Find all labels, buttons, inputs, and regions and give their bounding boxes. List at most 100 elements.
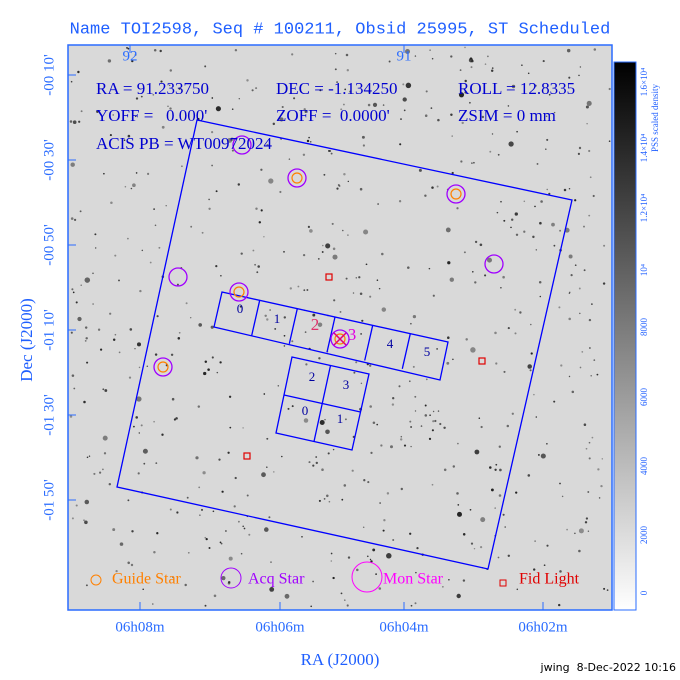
star [434,419,437,423]
zoff-text: ZOFF = 0.0000' [276,106,390,125]
star [70,80,73,83]
star [342,103,345,106]
star [597,468,600,471]
star [127,134,131,138]
star [165,204,167,207]
star [502,275,505,279]
star [224,530,227,532]
star [463,251,466,254]
star [266,318,269,321]
star [301,536,303,538]
star [114,254,117,257]
star [317,322,323,327]
star [198,486,201,489]
star [211,356,214,359]
star [220,275,222,277]
star [73,387,76,390]
star [255,87,258,90]
star [537,453,540,456]
star [361,319,364,322]
star [240,552,243,555]
legend-fid: Fid Light [519,571,580,588]
star [173,418,176,421]
guide-stars [157,172,462,373]
star [263,393,266,395]
star [369,405,372,408]
star [153,550,156,554]
star [470,66,473,69]
star [159,49,162,53]
star [129,328,133,331]
star [495,362,498,365]
star [598,497,601,499]
title: Name TOI2598, Seq # 100211, Obsid 25995,… [70,20,611,39]
star [497,556,500,559]
star [381,252,384,256]
star [185,302,188,305]
star [425,90,428,93]
star [281,455,283,458]
star [94,233,97,236]
y-tick-label: -00 10' [41,54,57,96]
star [264,527,269,532]
star [533,568,536,571]
star [234,476,237,480]
star [490,488,494,492]
star [588,441,591,444]
star [134,347,136,350]
star [258,221,262,224]
star [284,593,290,599]
star [83,400,86,404]
star [118,279,120,282]
star [92,303,94,305]
star [243,527,246,530]
star [215,264,218,268]
star [197,405,201,408]
star [363,479,366,482]
star [574,264,577,267]
star [458,92,465,98]
star [93,472,96,475]
star [424,414,428,417]
colorbar-tick-label: 1.4×10⁴ [639,134,649,162]
star [346,69,349,72]
star [523,200,526,203]
star [376,423,379,426]
star [533,393,535,396]
star [171,397,175,401]
star [78,120,81,123]
star [112,114,114,116]
star [312,580,314,583]
star [414,395,417,398]
star [593,359,596,361]
star [204,604,207,607]
star [469,101,471,104]
star [84,326,88,329]
star [543,564,546,567]
star [481,115,485,119]
star [127,237,129,240]
star [514,332,517,335]
star [195,456,199,460]
star [156,315,159,318]
star [75,301,78,304]
star [608,87,611,91]
star [130,563,134,567]
star [471,162,473,164]
colorbar-tick-label: 4000 [639,457,649,476]
star [80,110,83,113]
star [328,500,331,503]
star [135,172,138,174]
star [586,100,592,106]
star [431,186,434,189]
star [409,420,412,423]
star [367,103,371,107]
star [315,461,318,465]
star [135,416,138,419]
star [355,361,358,364]
star [523,230,526,233]
star [416,546,419,550]
star [447,336,450,339]
star [318,357,321,360]
star [448,578,450,581]
